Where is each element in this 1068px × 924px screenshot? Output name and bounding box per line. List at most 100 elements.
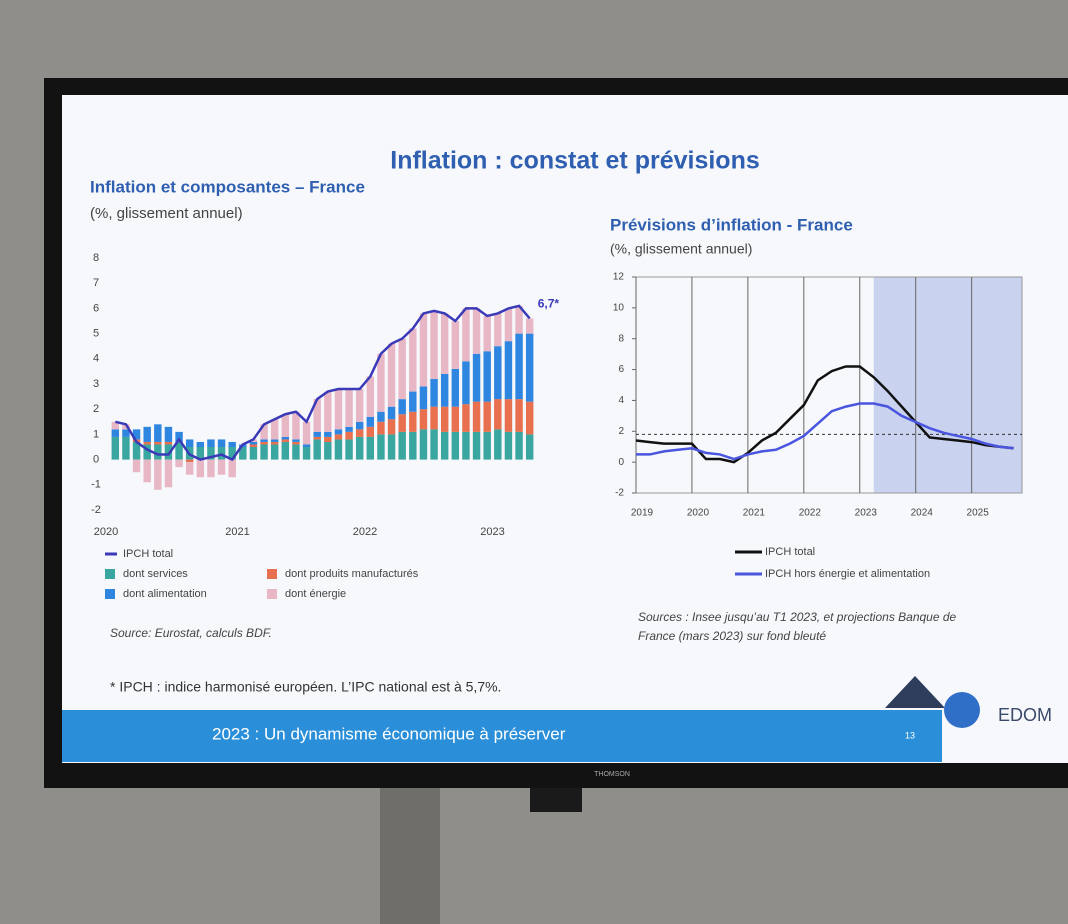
bar-segment bbox=[260, 444, 268, 460]
bar-segment bbox=[398, 414, 406, 432]
legend-swatch bbox=[267, 569, 277, 579]
legend-label: IPCH hors énergie et alimentation bbox=[765, 568, 930, 580]
bar-segment bbox=[122, 429, 130, 437]
bar-segment bbox=[175, 441, 183, 460]
line bbox=[636, 402, 1014, 461]
legend-swatch bbox=[105, 569, 115, 579]
bar-segment bbox=[366, 376, 375, 417]
bar-segment bbox=[430, 310, 438, 379]
bar-segment bbox=[525, 318, 534, 334]
bar-segment bbox=[334, 429, 343, 435]
bar-segment bbox=[504, 431, 513, 460]
bar-segment bbox=[419, 429, 428, 460]
bar-segment bbox=[419, 386, 428, 410]
bar-segment bbox=[122, 424, 130, 430]
bar-segment bbox=[387, 343, 396, 407]
bar-segment bbox=[504, 341, 513, 400]
bar-segment bbox=[196, 441, 205, 447]
y-tick-label: 6 bbox=[618, 364, 624, 375]
bar-segment bbox=[313, 436, 321, 440]
bar-segment bbox=[324, 441, 332, 460]
bar-segment bbox=[387, 434, 396, 460]
y-tick-label: 7 bbox=[93, 277, 99, 289]
bar-segment bbox=[483, 351, 491, 402]
bar-segment bbox=[313, 399, 321, 432]
bar-segment bbox=[525, 434, 534, 460]
y-tick-label: -1 bbox=[91, 479, 101, 491]
bar-segment bbox=[154, 444, 162, 460]
bar-segment bbox=[313, 431, 321, 437]
source: France (mars 2023) sur fond bleuté bbox=[638, 629, 826, 643]
bar-segment bbox=[302, 444, 311, 447]
chart-title: Prévisions d’inflation - France bbox=[610, 215, 853, 234]
bar-segment bbox=[196, 459, 205, 478]
bar-segment bbox=[409, 391, 417, 412]
y-tick-label: 5 bbox=[93, 328, 99, 340]
bar-segment bbox=[377, 353, 385, 412]
page-number: 13 bbox=[905, 730, 915, 740]
bar-segment bbox=[494, 313, 502, 347]
footer-bar bbox=[62, 710, 942, 762]
bar-segment bbox=[132, 459, 141, 473]
x-tick-label: 2020 bbox=[687, 508, 710, 519]
bar-segment bbox=[398, 338, 406, 400]
bar-segment bbox=[483, 315, 491, 352]
slide-title: Inflation : constat et prévisions bbox=[390, 147, 760, 175]
bar-segment bbox=[387, 419, 396, 435]
bar-segment bbox=[143, 426, 151, 442]
bar-segment bbox=[111, 421, 120, 430]
chart-subtitle: (%, glissement annuel) bbox=[610, 241, 752, 257]
y-tick-label: -2 bbox=[91, 504, 101, 516]
footer-text: 2023 : Un dynamisme économique à préserv… bbox=[212, 724, 566, 743]
bar-segment bbox=[472, 431, 481, 460]
bar-segment bbox=[472, 353, 481, 402]
bar-segment bbox=[377, 411, 385, 422]
bar-segment bbox=[525, 401, 534, 435]
y-tick-label: 0 bbox=[618, 457, 624, 468]
bar-segment bbox=[419, 409, 428, 430]
legend-label: IPCH total bbox=[765, 546, 815, 558]
bar-segment bbox=[345, 426, 353, 432]
bar-segment bbox=[409, 411, 417, 432]
bar-segment bbox=[217, 459, 226, 475]
footnote: * IPCH : indice harmonisé européen. L’IP… bbox=[110, 679, 501, 695]
bar-segment bbox=[324, 431, 332, 437]
bar-segment bbox=[334, 439, 343, 460]
bar-segment bbox=[440, 373, 449, 407]
legend-swatch bbox=[105, 589, 115, 599]
bar-segment bbox=[217, 439, 226, 447]
y-tick-label: 8 bbox=[93, 252, 99, 264]
bar-segment bbox=[281, 436, 290, 440]
x-tick-label: 2021 bbox=[225, 526, 249, 538]
x-tick-label: 2025 bbox=[967, 508, 990, 519]
bar-segment bbox=[154, 424, 162, 442]
bar-segment bbox=[515, 333, 523, 400]
bar-segment bbox=[207, 459, 215, 478]
bar-segment bbox=[377, 434, 385, 460]
bar-segment bbox=[483, 401, 491, 432]
legend-swatch bbox=[105, 552, 117, 556]
bar-segment bbox=[451, 321, 460, 369]
bar-segment bbox=[419, 313, 428, 387]
bar-segment bbox=[164, 426, 173, 442]
y-tick-label: 3 bbox=[93, 378, 99, 390]
bar-segment bbox=[387, 406, 396, 420]
bar-segment bbox=[260, 424, 268, 440]
triangle-deco bbox=[885, 676, 945, 708]
bar-segment bbox=[175, 431, 183, 442]
bar-segment bbox=[207, 439, 215, 447]
bar-segment bbox=[462, 308, 470, 362]
bar-segment bbox=[366, 426, 375, 437]
bar-segment bbox=[270, 419, 279, 440]
bar-segment bbox=[302, 447, 311, 460]
brand: THOMSON bbox=[594, 771, 630, 778]
bar-segment bbox=[270, 444, 279, 460]
bar-segment bbox=[440, 406, 449, 432]
legend-label: dont énergie bbox=[285, 588, 346, 600]
bar-segment bbox=[398, 431, 406, 460]
bar-segment bbox=[228, 441, 236, 447]
bar-segment bbox=[409, 431, 417, 460]
bar-segment bbox=[462, 404, 470, 432]
legend-label: dont alimentation bbox=[123, 588, 207, 600]
